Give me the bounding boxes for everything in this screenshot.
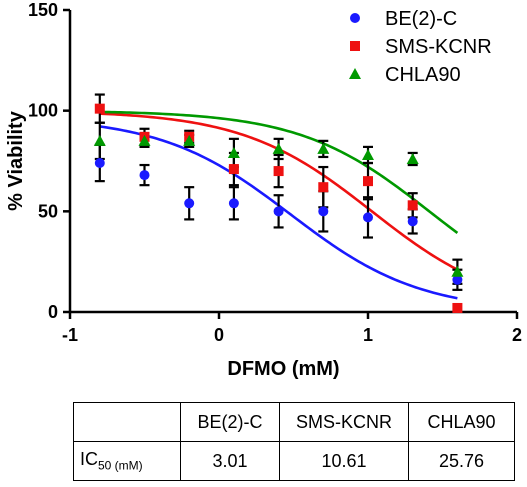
fit-curve xyxy=(99,110,459,234)
table-header-cell: CHLA90 xyxy=(408,402,515,442)
legend: BE(2)-C SMS-KCNR CHLA90 xyxy=(349,8,492,86)
data-point xyxy=(363,212,373,223)
x-tick-label: -1 xyxy=(62,325,78,345)
x-tick-label: 2 xyxy=(512,325,522,345)
data-point xyxy=(406,152,419,164)
y-tick-label: 50 xyxy=(38,201,58,221)
y-tick-label: 100 xyxy=(28,101,58,121)
data-point xyxy=(139,170,150,181)
y-tick-label: 150 xyxy=(28,0,58,20)
legend-label: CHLA90 xyxy=(385,64,461,86)
data-point xyxy=(318,182,329,193)
table-header-cell xyxy=(73,402,181,442)
table-row: IC50 (mM) 3.01 10.61 25.76 xyxy=(73,441,515,481)
legend-label: BE(2)-C xyxy=(385,8,457,30)
ic50-table: BE(2)-C SMS-KCNR CHLA90 IC50 (mM) 3.01 1… xyxy=(73,402,515,481)
table-cell: 10.61 xyxy=(279,441,409,481)
table-cell: 25.76 xyxy=(408,441,515,481)
data-point xyxy=(451,265,464,277)
data-point xyxy=(138,134,151,146)
data-point xyxy=(94,158,105,169)
ic-label-subscript: 50 (mM) xyxy=(98,458,143,473)
data-points xyxy=(93,103,464,313)
data-point xyxy=(273,206,284,217)
data-point xyxy=(93,134,106,146)
legend-label: SMS-KCNR xyxy=(385,36,492,58)
data-point xyxy=(228,164,239,175)
data-point xyxy=(227,146,240,158)
data-point xyxy=(452,302,463,313)
x-axis-title: DFMO (mM) xyxy=(227,358,339,380)
table-header-cell: SMS-KCNR xyxy=(279,402,409,442)
ic-label: IC xyxy=(80,449,98,470)
data-point xyxy=(407,216,418,227)
data-point xyxy=(362,148,374,160)
data-point xyxy=(317,142,330,154)
table-row-label: IC50 (mM) xyxy=(73,441,181,481)
data-point xyxy=(94,103,105,114)
table-header-cell: BE(2)-C xyxy=(180,402,280,442)
data-point xyxy=(452,274,463,285)
data-point xyxy=(272,142,285,154)
data-point xyxy=(318,206,329,217)
data-point xyxy=(407,200,418,211)
legend-marker xyxy=(350,13,360,23)
x-tick-label: 1 xyxy=(363,325,373,345)
error-bars xyxy=(94,93,463,291)
x-tick-label: 0 xyxy=(214,325,224,345)
data-point xyxy=(363,176,373,187)
data-point xyxy=(273,166,284,177)
y-tick-label: 0 xyxy=(48,302,58,322)
table-header-row: BE(2)-C SMS-KCNR CHLA90 xyxy=(73,402,515,442)
data-point xyxy=(183,134,196,146)
legend-marker xyxy=(350,41,360,51)
table-cell: 3.01 xyxy=(180,441,280,481)
legend-marker xyxy=(349,68,361,79)
data-point xyxy=(184,198,195,209)
y-axis-title: % Viability xyxy=(5,110,27,211)
axes xyxy=(68,10,517,314)
data-point xyxy=(228,198,239,209)
